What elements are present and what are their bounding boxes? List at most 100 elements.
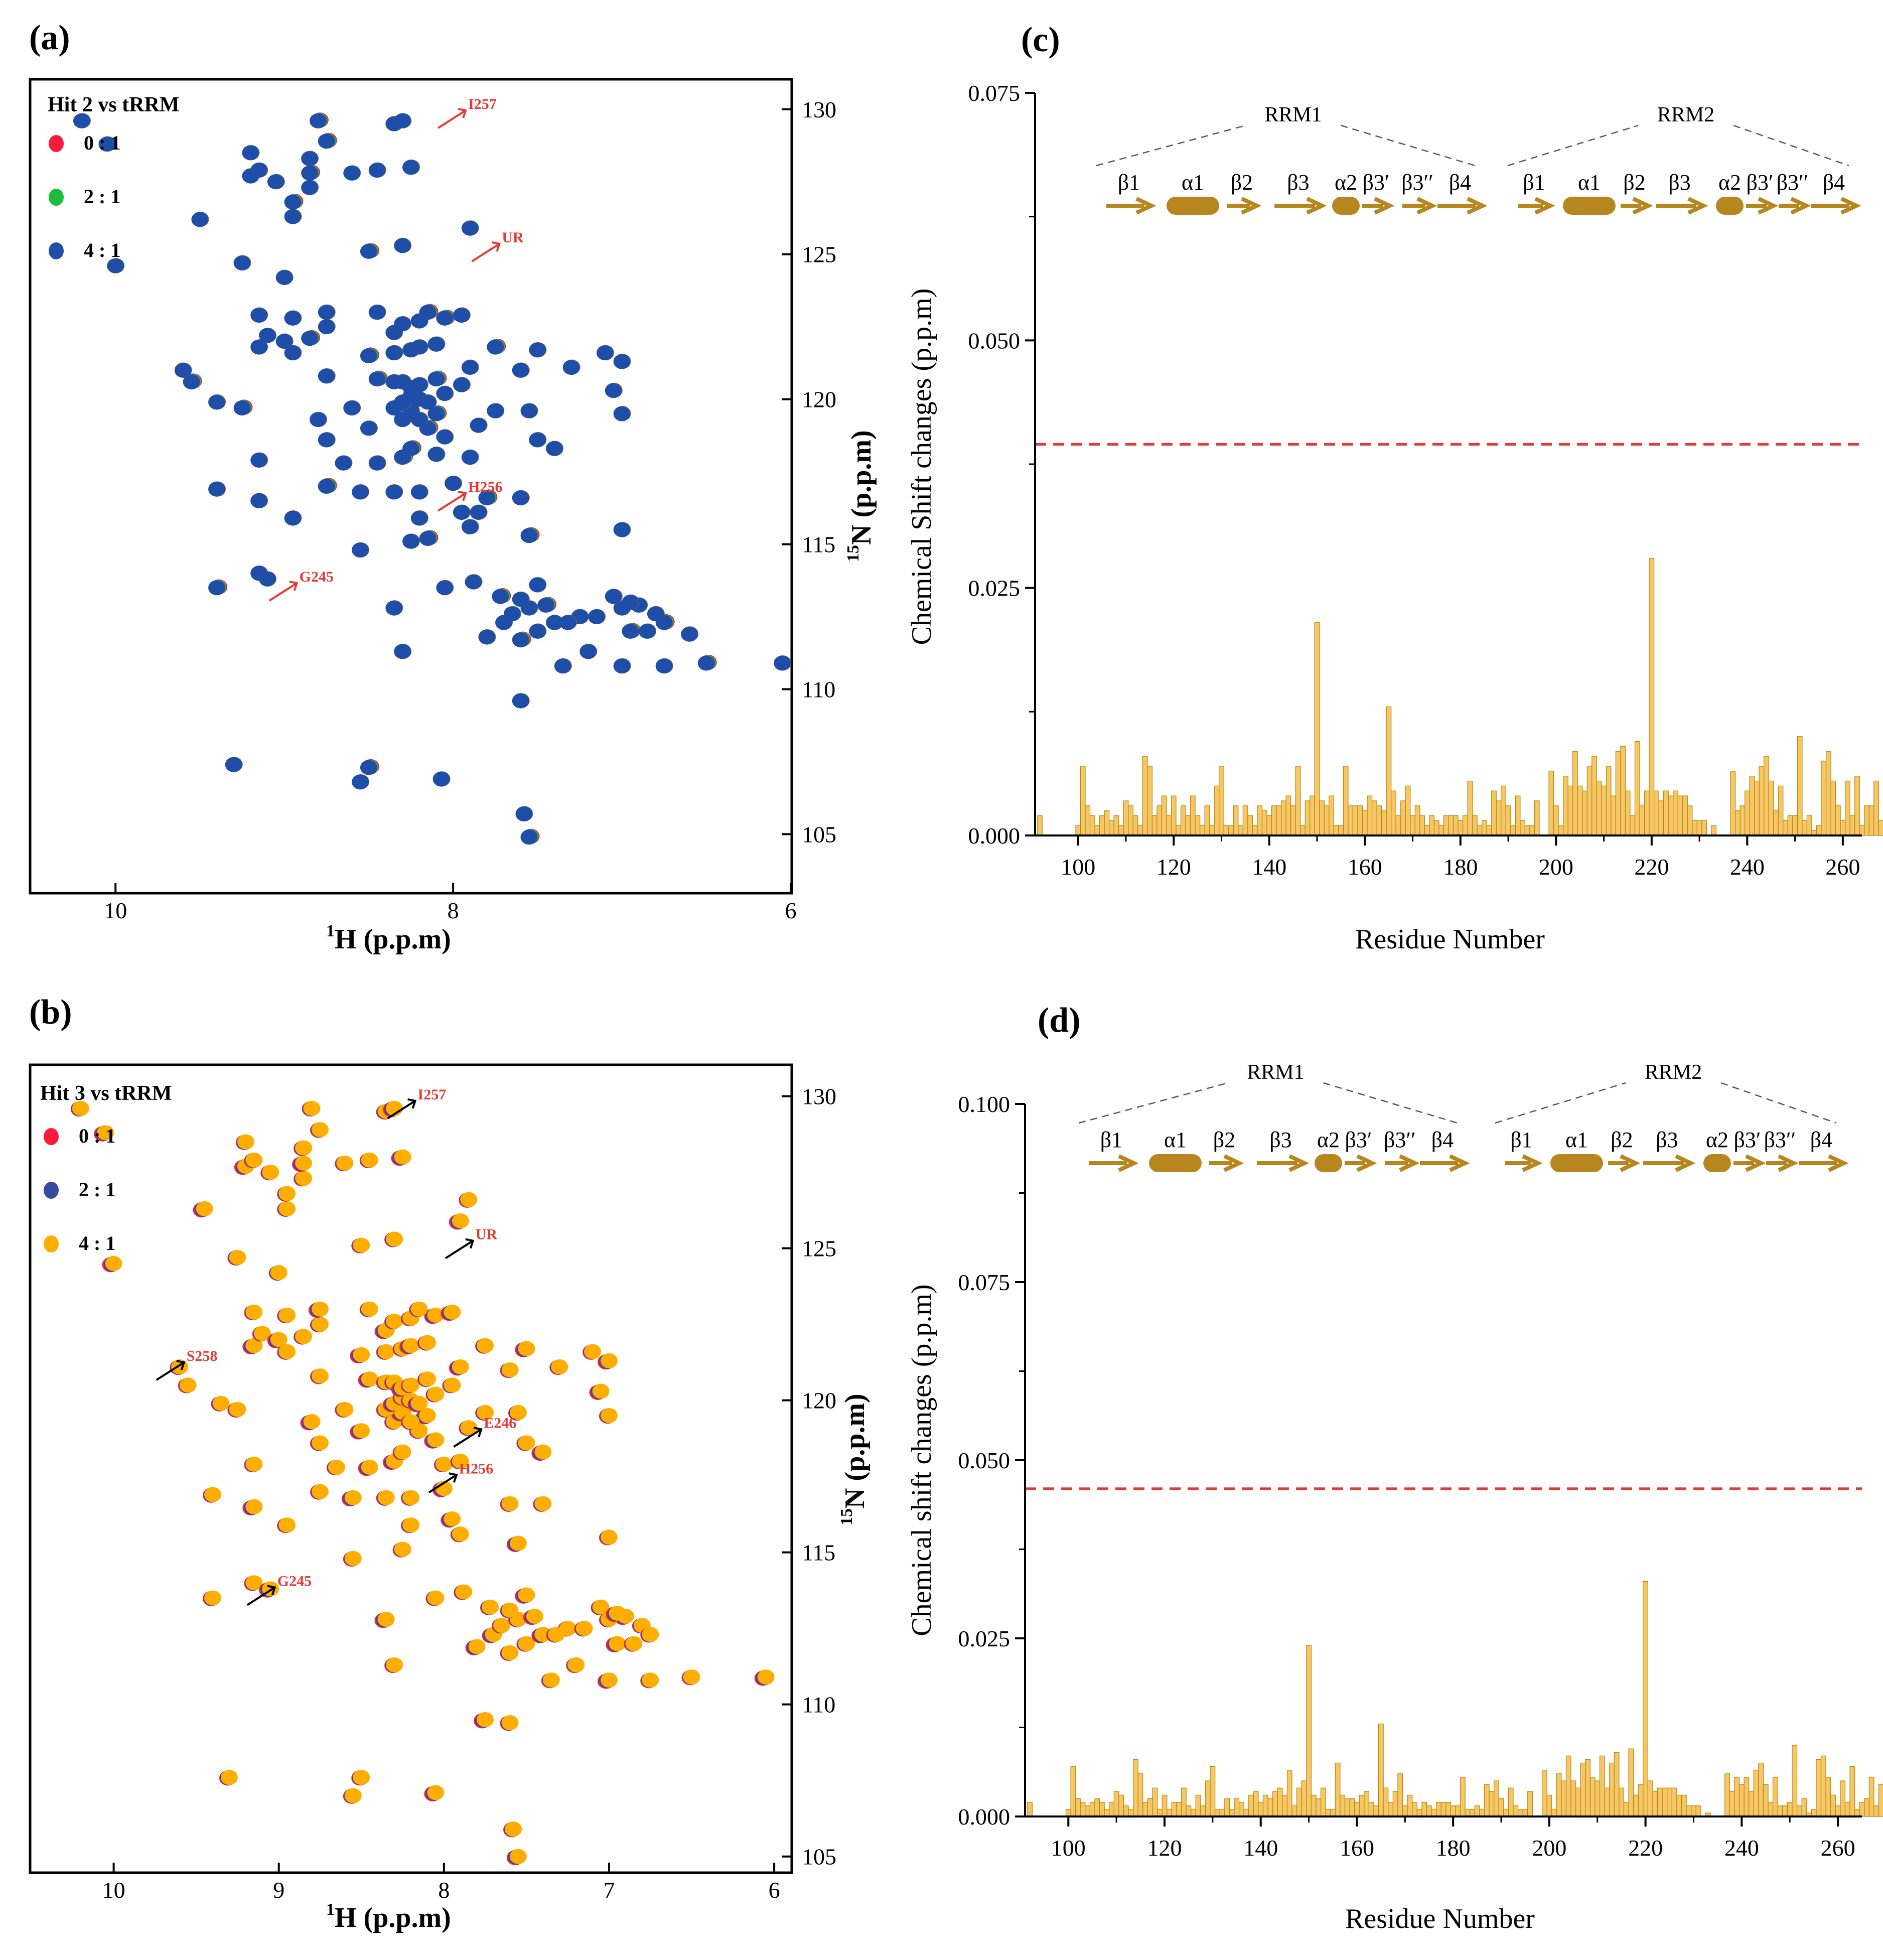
bar-c — [1582, 790, 1587, 836]
peak-4to1-a — [512, 632, 529, 648]
bar-d — [1614, 1752, 1620, 1817]
beta-strand-head-c — [1306, 197, 1327, 215]
bar-d — [1840, 1780, 1846, 1817]
beta-strand-head-d — [1449, 1154, 1470, 1172]
peak-4to1-a — [318, 305, 335, 320]
y-tick-label-a: 120 — [802, 387, 836, 412]
bar-d — [1080, 1802, 1086, 1817]
peak-4to1-a — [73, 113, 90, 128]
bar-d — [1262, 1794, 1268, 1817]
y-axis-text-b: N (p.p.m) — [839, 1393, 871, 1508]
bar-c — [1280, 800, 1286, 836]
bar-c — [1878, 820, 1883, 836]
bar-d — [1522, 1809, 1528, 1817]
peak-4to1-a — [318, 319, 335, 335]
ss-label-c: β2 — [1231, 170, 1253, 195]
y-tick-label-b: 130 — [802, 1084, 836, 1109]
beta-strand-head-d — [1828, 1154, 1849, 1172]
peak-4to1-b — [501, 1715, 519, 1731]
ss-label-c: β3 — [1287, 170, 1309, 195]
bar-d — [1070, 1766, 1076, 1817]
peak-4to1-a — [368, 305, 386, 320]
bar-c — [1166, 815, 1172, 836]
peak-4to1-a — [605, 383, 622, 398]
peak-4to1-a — [284, 345, 302, 361]
bar-c — [1343, 766, 1349, 836]
domain-bracket-c — [1733, 124, 1849, 167]
bar-d — [1691, 1805, 1696, 1817]
peak-4to1-b — [444, 1377, 461, 1393]
bar-d — [1109, 1802, 1114, 1817]
bar-c — [1118, 825, 1124, 836]
bar-c — [1553, 805, 1559, 836]
annotation-arrowhead-b — [407, 1098, 417, 1109]
ss-label-d: β4 — [1810, 1128, 1832, 1152]
bar-c — [1749, 775, 1755, 836]
bar-c — [1132, 815, 1138, 836]
bar-d — [1162, 1794, 1168, 1817]
bar-d — [1301, 1780, 1307, 1817]
bar-c — [1462, 815, 1468, 836]
bar-d — [1667, 1787, 1672, 1817]
peak-4to1-a — [309, 113, 327, 128]
bar-d — [1695, 1805, 1701, 1817]
bar-c — [1195, 815, 1201, 836]
bar-c — [1630, 815, 1636, 836]
bar-d — [1253, 1791, 1259, 1817]
peak-4to1-a — [250, 308, 268, 323]
bar-d — [1517, 1809, 1523, 1817]
domain-bracket-d — [1495, 1082, 1626, 1124]
peak-4to1-a — [385, 484, 403, 500]
bar-d — [1628, 1748, 1634, 1817]
alpha-helix-d — [1550, 1154, 1603, 1172]
annotation-arrowhead-b — [465, 1238, 475, 1249]
bar-c — [1840, 820, 1846, 836]
peak-4to1-a — [352, 774, 369, 790]
x-tick-label-d: 200 — [1532, 1835, 1566, 1861]
peak-4to1-a — [410, 484, 428, 500]
peak-4to1-a — [250, 452, 268, 468]
peak-4to1-a — [174, 362, 192, 378]
peak-4to1-a — [436, 429, 454, 445]
bar-d — [1589, 1777, 1596, 1817]
peak-4to1-a — [461, 220, 479, 236]
bar-d — [1027, 1802, 1033, 1817]
ss-label-c: β3′′ — [1401, 170, 1433, 195]
peak-4to1-a — [343, 165, 361, 181]
x-tick-label-d: 140 — [1243, 1835, 1278, 1861]
bar-d — [1181, 1787, 1187, 1817]
bar-d — [1585, 1759, 1590, 1817]
bar-d — [1311, 1794, 1317, 1817]
peak-4to1-b — [212, 1395, 230, 1411]
peak-4to1-a — [529, 577, 546, 593]
bar-c — [1085, 805, 1091, 836]
peak-4to1-a — [520, 829, 538, 845]
peak-4to1-a — [360, 421, 377, 436]
bar-c — [1185, 815, 1191, 836]
alpha-helix-c — [1167, 197, 1219, 215]
alpha-helix-d — [1703, 1154, 1731, 1172]
bar-c — [1271, 805, 1277, 836]
bar-d — [1796, 1805, 1802, 1817]
bar-c — [1128, 805, 1133, 836]
bar-d — [1599, 1755, 1605, 1817]
bar-d — [1575, 1787, 1581, 1817]
ss-label-d: β3′′ — [1764, 1128, 1796, 1152]
bar-c — [1381, 810, 1387, 836]
peak-4to1-b — [328, 1459, 345, 1475]
bar-d — [1561, 1780, 1567, 1817]
bar-c — [1496, 800, 1502, 836]
x-axis-sup-a: 1 — [326, 922, 335, 940]
beta-strand-head-d — [1356, 1154, 1377, 1172]
ss-label-d: β3′ — [1345, 1128, 1372, 1152]
peak-4to1-a — [352, 484, 369, 500]
annotation-arrow-a — [438, 492, 467, 512]
legend-label-a: 2 : 1 — [84, 185, 120, 208]
alpha-helix-d — [1149, 1154, 1202, 1172]
peak-4to1-b — [245, 1152, 263, 1168]
peak-4to1-a — [410, 412, 428, 428]
annotations-a: G245 H256 UR I257 — [268, 96, 524, 602]
bar-c — [1515, 795, 1521, 836]
annotation-arrowhead-b — [176, 1360, 186, 1370]
